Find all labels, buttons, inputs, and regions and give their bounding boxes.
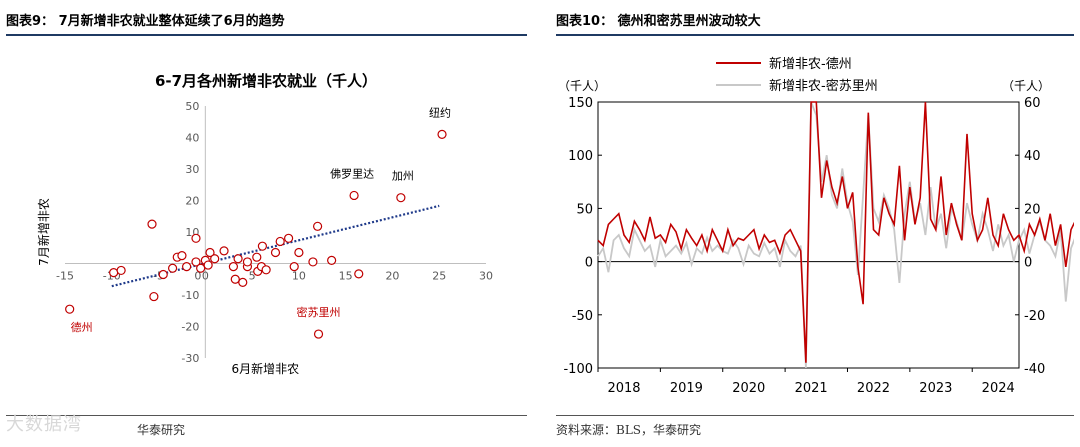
x-tick-label: 2018 — [607, 381, 640, 396]
scatter-point — [275, 236, 285, 247]
y-axis-label: 7月新增非农 — [36, 198, 51, 266]
left-y-tick-label: -50 — [572, 309, 593, 324]
scatter-point — [147, 219, 157, 229]
scatter-point — [349, 190, 359, 201]
scatter-point — [289, 262, 299, 272]
legend-label: 新增非农-密苏里州 — [769, 78, 878, 94]
y-tick-label: 0 — [194, 270, 201, 283]
y-tick-label: 30 — [185, 163, 199, 176]
x-tick-label: -5 — [153, 270, 164, 283]
scatter-point — [242, 257, 253, 267]
scatter-point — [230, 274, 240, 284]
right-bottom-rule — [556, 415, 1074, 416]
scatter-point — [228, 262, 238, 272]
scatter-point — [205, 247, 215, 258]
right-y-tick-label: -40 — [1024, 362, 1045, 377]
point-label: 加州 — [392, 170, 414, 183]
left-y-tick-label: -100 — [563, 362, 593, 377]
scatter-point — [65, 304, 75, 314]
scatter-point — [149, 291, 159, 302]
right-top-rule — [556, 34, 1074, 36]
right-unit-label: （千人） — [1002, 79, 1050, 93]
left-y-tick-label: 50 — [576, 202, 593, 217]
left-y-tick-label: 100 — [568, 149, 593, 164]
left-y-tick-label: 150 — [568, 96, 593, 111]
x-tick-label: 20 — [385, 270, 399, 283]
scatter-point — [233, 254, 243, 264]
x-tick-label: 2022 — [857, 381, 890, 396]
scatter-point — [191, 233, 201, 243]
x-tick-label: 2023 — [919, 381, 952, 396]
scatter-point — [196, 263, 206, 273]
x-tick-label: 5 — [249, 270, 256, 283]
y-tick-label: -10 — [181, 289, 199, 302]
right-y-tick-label: 60 — [1024, 96, 1041, 111]
right-y-tick-label: 40 — [1024, 149, 1041, 164]
right-y-tick-label: 0 — [1024, 256, 1032, 271]
x-tick-label: 2024 — [982, 381, 1015, 396]
left-panel-title: 图表9： 7月新增非农就业整体延续了6月的趋势 — [6, 14, 285, 29]
scatter-point — [252, 252, 262, 262]
scatter-point — [270, 247, 281, 258]
x-tick-label: 30 — [479, 270, 493, 283]
x-tick-label: 2021 — [795, 381, 828, 396]
scatter-point — [261, 265, 271, 275]
scatter-point — [257, 241, 268, 251]
left-top-rule — [6, 34, 527, 36]
scatter-point — [109, 268, 119, 278]
right-y-tick-label: 20 — [1024, 202, 1041, 217]
series-line-texas — [597, 101, 1074, 363]
x-tick-label: 25 — [432, 270, 446, 283]
scatter-point — [238, 277, 248, 287]
y-tick-label: 20 — [185, 195, 199, 208]
y-tick-label: 50 — [185, 100, 199, 113]
scatter-point — [182, 262, 192, 272]
x-tick-label: 2019 — [670, 381, 703, 396]
scatter-point — [313, 329, 324, 339]
x-tick-label: 10 — [292, 270, 306, 283]
scatter-point — [191, 257, 201, 267]
left-y-tick-label: 0 — [585, 256, 593, 271]
x-tick-label: 2020 — [732, 381, 765, 396]
x-tick-label: 0 — [202, 270, 209, 283]
x-tick-label: 15 — [339, 270, 353, 283]
right-panel-title: 图表10： 德州和密苏里州波动较大 — [556, 14, 761, 29]
scatter-point — [313, 221, 323, 231]
legend-label: 新增非农-德州 — [769, 56, 852, 72]
scatter-point — [283, 233, 294, 243]
x-axis-label: 6月新增非农 — [232, 361, 300, 376]
point-label: 佛罗里达 — [330, 167, 374, 180]
scatter-point — [327, 255, 337, 265]
scatter-point — [203, 260, 213, 270]
right-source: 资料来源：BLS，华泰研究 — [556, 423, 702, 437]
scatter-point — [396, 193, 406, 203]
point-label: 德州 — [71, 320, 93, 334]
watermark: 大数据湾 — [6, 414, 82, 435]
scatter-point — [210, 254, 220, 264]
line-chart: -100 -50 0 50 100 150 -40 -20 0 20 40 60 2018 2019 202… — [558, 56, 1074, 396]
right-y-tick-label: -20 — [1024, 309, 1045, 324]
scatter-point — [219, 246, 229, 256]
scatter-point — [177, 251, 187, 261]
scatter-point — [116, 265, 126, 276]
scatter-point — [158, 269, 168, 280]
series-line-missouri — [597, 101, 1074, 369]
point-label: 纽约 — [429, 105, 451, 119]
left-source: 华泰研究 — [137, 423, 186, 437]
scatter-chart: 6-7月各州新增非农就业（千人） -15 -10 -5 0 5 10 15 20 25 30 -30 -… — [36, 72, 493, 376]
scatter-point — [294, 247, 304, 258]
left-unit-label: （千人） — [558, 79, 606, 93]
scatter-point — [308, 257, 318, 267]
point-label: 密苏里州 — [297, 305, 341, 319]
y-tick-label: -20 — [181, 321, 199, 334]
y-tick-label: -30 — [181, 352, 199, 365]
scatter-point — [167, 263, 178, 273]
scatter-title: 6-7月各州新增非农就业（千人） — [155, 72, 377, 90]
left-bottom-rule — [6, 415, 527, 416]
y-tick-label: 40 — [185, 132, 199, 145]
scatter-point — [437, 129, 447, 139]
x-tick-label: -15 — [56, 270, 74, 283]
scatter-point — [354, 269, 364, 279]
